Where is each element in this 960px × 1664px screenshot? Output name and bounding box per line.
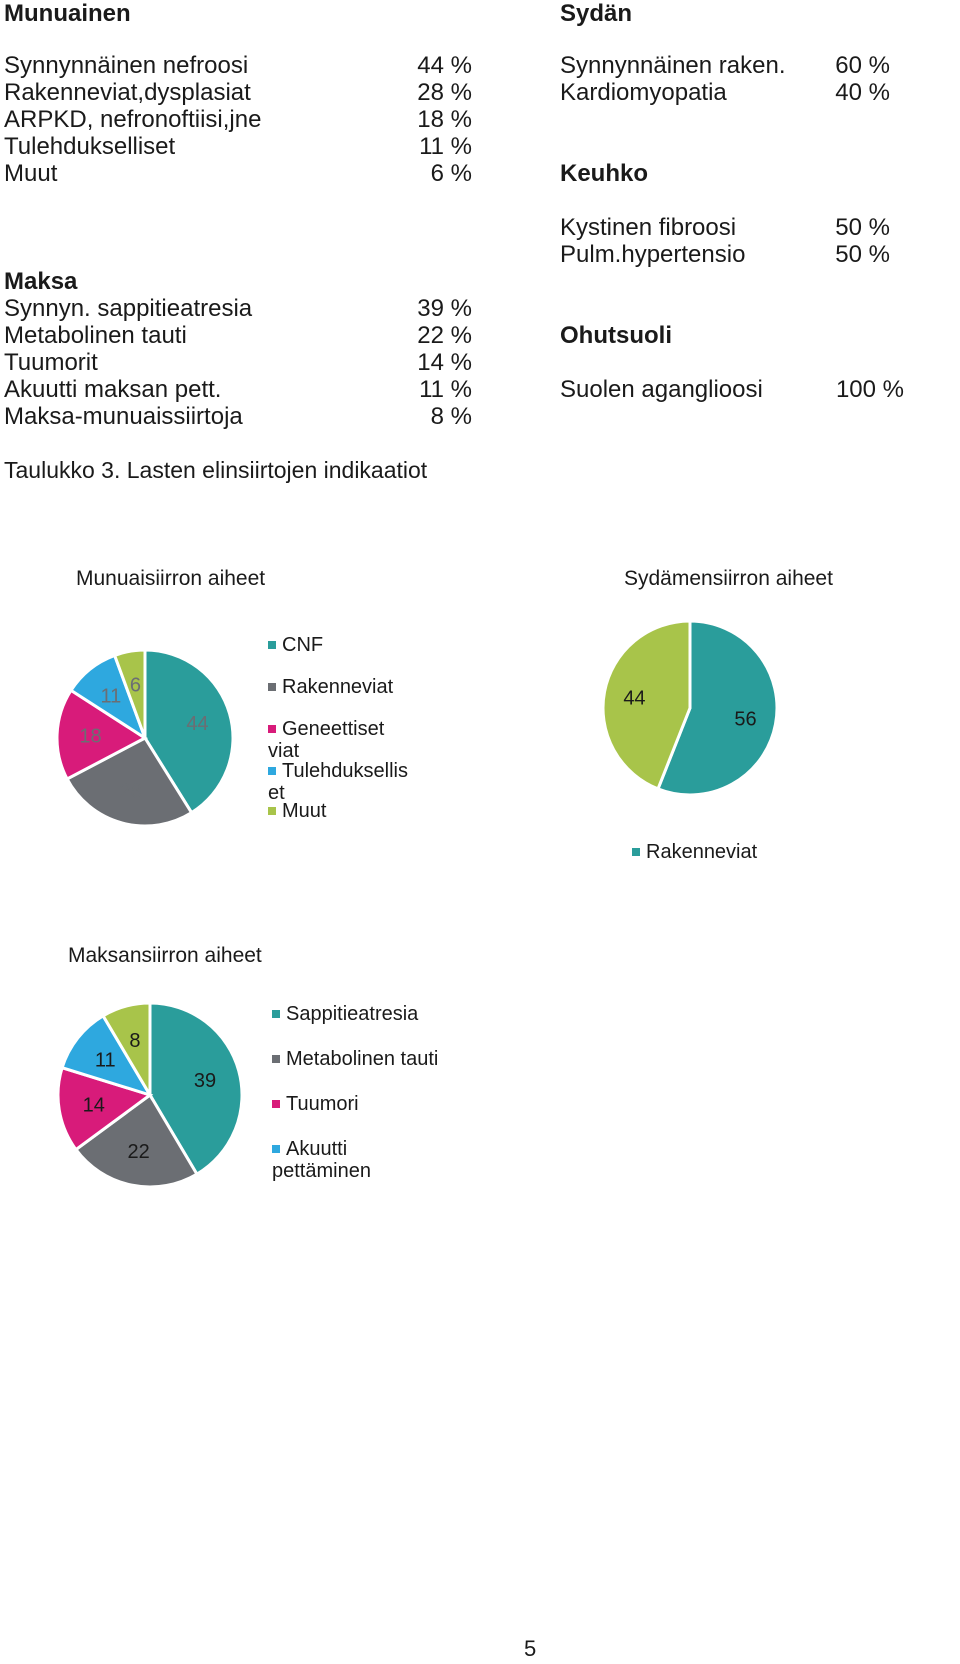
table-row-label: Tuumorit [4,349,98,376]
pie-slice [55,688,148,782]
table-row-value: 60 % [835,52,890,79]
table-row-label: Tulehdukselliset [4,133,176,160]
legend-swatch [268,641,276,649]
legend-item: Geneettiset viat [268,718,408,762]
table-row-value: 28 % [417,79,472,106]
legend-swatch [272,1055,280,1063]
legend-label: Akuutti pettäminen [272,1138,371,1182]
legend-swatch [272,1010,280,1018]
table-heading-keuhko: Keuhko [560,160,649,187]
pie-data-label: 11 [95,1050,116,1072]
legend-label: Sappitieatresia [286,1003,419,1025]
legend-item: Muut [268,800,408,822]
table-row-value: 18 % [417,106,472,133]
legend-label: Muut [282,800,327,822]
table-row-value: 40 % [835,79,890,106]
legend-swatch [268,683,276,691]
table-row-value: 44 % [417,52,472,79]
legend-swatch [632,848,640,856]
legend-item: Akuutti pettäminen [272,1138,442,1182]
chart-title-sydan: Sydämensiirron aiheet [624,567,833,590]
table-row-label: Pulm.hypertensio [560,241,746,268]
legend-item: Tuumori [272,1093,442,1115]
pie-slice [601,619,692,791]
legend-swatch [272,1145,280,1153]
legend-item: Rakenneviat [632,841,832,863]
pie-data-label: 6 [130,674,141,696]
table-row-value: 14 % [417,349,472,376]
pie-chart-maksa: 39 22 14 11 8 [56,1001,244,1189]
table-row-label: Rakenneviat,dysplasiat [4,79,251,106]
pie-slice [112,648,147,739]
table-row-label: Muut [4,160,58,187]
legend-label: Tuumori [286,1093,359,1115]
table-row-label: Metabolinen tauti [4,322,187,349]
table-row-label: Synnyn. sappitieatresia [4,295,253,322]
table-heading-munuainen: Munuainen [4,0,131,27]
table-row-value: 6 % [430,160,472,187]
legend-label: Rakenneviat [646,841,758,863]
legend-item: Sappitieatresia [272,1003,442,1025]
pie-data-label: 56 [734,709,756,731]
table-row-label: Kystinen fibroosi [560,214,737,241]
legend-item: Rakenneviat [268,676,408,698]
table-row-label: ARPKD, nefronoftiisi,jne [4,106,262,133]
legend-label: Geneettiset viat [268,718,385,762]
legend-swatch [268,807,276,815]
legend-label: Metabolinen tauti [286,1048,439,1070]
pie-data-label: 44 [186,713,208,735]
pie-data-label: 11 [101,685,122,707]
pie-data-label: 39 [194,1070,216,1092]
pie-slice [101,1001,152,1101]
chart-title-munuais: Munuaisiirron aiheet [76,567,266,590]
pie-data-label: 22 [128,1141,150,1163]
table-row-value: 22 % [417,322,472,349]
pie-data-label: 14 [83,1094,105,1116]
pie-data-label: 18 [79,726,101,748]
table-caption: Taulukko 3. Lasten elinsiirtojen indikaa… [4,457,428,483]
table-row-label: Suolen aganglioosi [560,376,763,403]
legend-item: CNF [268,634,408,656]
table-row-label: Synnynnäinen raken. [560,52,786,79]
table-heading-maksa: Maksa [4,268,78,295]
legend-swatch [272,1100,280,1108]
table-row-value: 11 % [419,376,472,403]
pie-slice [65,736,194,828]
legend-swatch [268,767,276,775]
table-heading-ohutsuoli: Ohutsuoli [560,322,672,349]
chart-title-maksa: Maksansiirron aiheet [68,944,262,967]
table-heading-sydan: Sydän [560,0,633,27]
table-row-label: Maksa-munuaissiirtoja [4,403,243,430]
legend-label: Tulehduksellis et [268,760,408,804]
table-row-label: Synnynnäinen nefroosi [4,52,249,79]
legend-item: Tulehduksellis et [268,760,408,804]
legend-item: Metabolinen tauti [272,1048,442,1070]
table-row-value: 100 % [835,376,904,403]
legend-label: CNF [282,634,324,656]
table-row-value: 8 % [430,403,472,430]
table-row-label: Akuutti maksan pett. [4,376,222,403]
legend-swatch [268,725,276,733]
pie-data-label: 8 [129,1030,140,1052]
table-row-value: 50 % [835,214,890,241]
pie-data-label: 44 [623,687,645,709]
legend-label: Rakenneviat [282,676,394,698]
table-row-label: Kardiomyopatia [560,79,727,106]
pie-chart-sydan: 56 44 [601,619,779,797]
table-row-value: 50 % [835,241,890,268]
table-row-value: 11 % [419,133,472,160]
pie-slice [656,619,779,797]
pie-slice [73,1092,199,1189]
pie-data-label: 28 [120,781,142,803]
page-number: 5 [524,1636,537,1661]
table-row-value: 39 % [417,295,472,322]
